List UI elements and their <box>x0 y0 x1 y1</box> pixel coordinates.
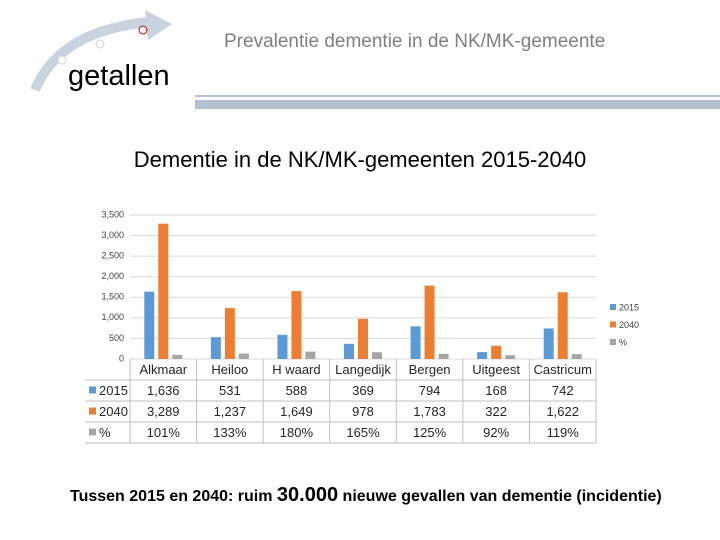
footer-text: Tussen 2015 en 2040: ruim <box>70 488 273 505</box>
table-value: 180% <box>280 425 314 440</box>
table-value: 742 <box>552 383 574 398</box>
bar <box>571 354 582 359</box>
arrow-decoration <box>30 17 151 93</box>
table-value: 3,289 <box>147 404 180 419</box>
table-series-label: % <box>99 425 111 440</box>
bar <box>543 328 554 359</box>
y-tick-label: 0 <box>119 353 124 363</box>
arrow-head <box>145 10 172 40</box>
y-tick-label: 1,000 <box>101 312 124 322</box>
bar <box>224 308 235 359</box>
y-tick-label: 1,500 <box>101 292 124 302</box>
table-value: 119% <box>547 425 580 440</box>
table-value: 101% <box>147 425 181 440</box>
table-value: 1,622 <box>546 404 579 419</box>
x-tick-label: Langedijk <box>335 362 391 377</box>
legend-key <box>89 386 96 394</box>
table-value: 978 <box>352 404 374 419</box>
dot <box>138 25 148 35</box>
y-tick-label: 3,000 <box>101 230 124 240</box>
table-value: 369 <box>352 383 374 398</box>
y-tick-label: 3,500 <box>101 209 124 219</box>
legend-label: 2015 <box>619 302 639 312</box>
bar <box>424 285 435 359</box>
chart-title: Dementie in de NK/MK-gemeenten 2015-2040 <box>133 147 587 172</box>
table-value: 794 <box>419 383 441 398</box>
y-tick-label: 500 <box>109 333 124 343</box>
bar <box>291 291 302 359</box>
table-value: 322 <box>485 404 507 419</box>
footer-text: Tussen 2015 en 2040: ruim 30.000 nieuwe … <box>70 484 670 508</box>
bar <box>358 318 368 359</box>
header-band <box>195 100 720 109</box>
table-value: 133% <box>213 425 247 440</box>
legend-key <box>89 428 96 436</box>
x-tick-label: Alkmaar <box>139 362 187 377</box>
table-value: 165% <box>346 425 380 440</box>
footer-text: nieuwe gevallen van dementie (incidentie… <box>342 488 662 505</box>
bar <box>158 223 169 359</box>
y-tick-label: 2,500 <box>101 251 124 261</box>
bar <box>238 353 249 359</box>
legend-swatch <box>610 339 616 345</box>
x-tick-label: Heiloo <box>211 362 248 377</box>
table-series-label: 2015 <box>99 383 128 398</box>
x-tick-label: Castricum <box>533 362 592 377</box>
table-value: 1,783 <box>413 404 446 419</box>
dot <box>57 55 67 65</box>
table-value: 168 <box>485 383 507 398</box>
bar <box>277 334 288 359</box>
table-value: 531 <box>219 383 241 398</box>
x-tick-label: Uitgeest <box>472 362 520 377</box>
bar <box>505 355 516 359</box>
bar <box>344 343 354 359</box>
table-series-label: 2040 <box>99 404 128 419</box>
legend-label: % <box>619 337 627 347</box>
bar <box>305 351 316 359</box>
bar <box>210 337 221 359</box>
bar <box>144 291 155 359</box>
dot <box>95 39 105 49</box>
x-tick-label: Bergen <box>409 362 451 377</box>
table-value: 125% <box>413 425 447 440</box>
footer-number: 30.000 <box>276 484 339 506</box>
legend-label: 2040 <box>619 320 639 330</box>
bar <box>477 352 488 359</box>
table-value: 1,636 <box>147 383 180 398</box>
header-title: Prevalentie dementie in de NK/MK-gemeent… <box>224 31 606 52</box>
table-value: 1,649 <box>280 404 313 419</box>
bar <box>172 354 183 359</box>
table-value: 1,237 <box>214 404 247 419</box>
section-title: getallen <box>68 60 170 92</box>
bar <box>438 353 449 359</box>
table-value: 92% <box>483 425 509 440</box>
legend-swatch <box>610 321 616 328</box>
bar <box>372 352 382 359</box>
table-value: 588 <box>286 383 308 398</box>
x-tick-label: H waard <box>272 362 320 377</box>
y-tick-label: 2,000 <box>101 271 124 281</box>
bar <box>557 292 568 359</box>
legend-swatch <box>610 304 616 310</box>
bar <box>491 345 502 359</box>
bar <box>410 326 421 359</box>
legend-key <box>89 407 96 415</box>
